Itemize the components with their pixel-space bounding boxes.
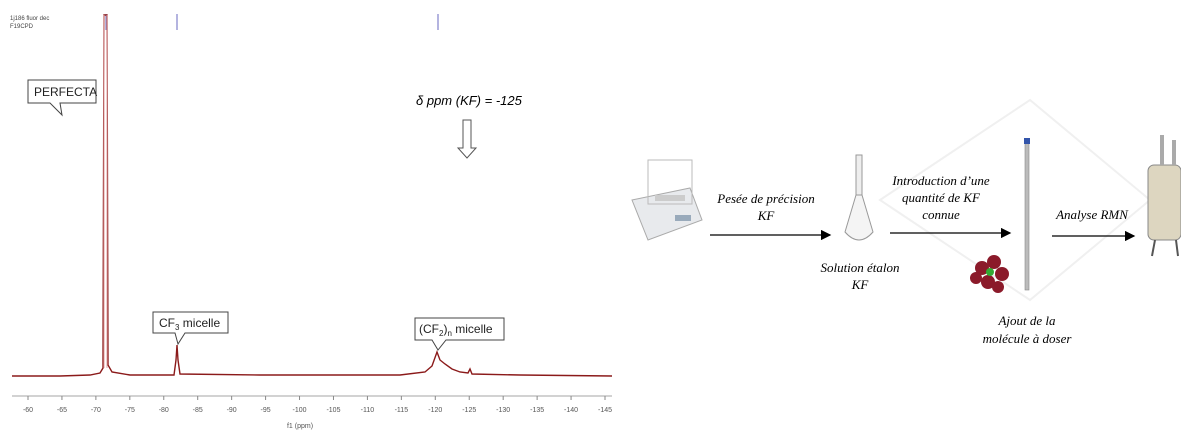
header-line: 1j186 fluor dec [10, 16, 49, 22]
peak-markers [105, 14, 439, 30]
tick-label: -85 [193, 407, 203, 414]
annotation: δ ppm (KF) = -125 [416, 93, 523, 108]
step-label: Ajout de la molécule à doser [983, 313, 1073, 346]
balance-icon [631, 159, 703, 241]
tick-label: -105 [326, 407, 340, 414]
tick-label: -80 [159, 407, 169, 414]
tick-label: -135 [530, 407, 544, 414]
header-line: F19CPD [10, 24, 34, 30]
down-arrow [456, 119, 478, 159]
tick-label: -130 [496, 407, 510, 414]
tick-label: -140 [564, 407, 578, 414]
tick-label: -95 [261, 407, 271, 414]
nmr-icon [1147, 135, 1181, 257]
tick-label: -90 [227, 407, 237, 414]
spectrum-trace [12, 14, 613, 377]
step-label: Pesée de précision KF [716, 191, 814, 223]
step-label: Solution étalon KF [820, 260, 899, 292]
x-axis-title: f1 (ppm) [287, 423, 313, 430]
tick-label: -125 [462, 407, 476, 414]
flask-icon [844, 154, 874, 241]
tick-label: -120 [428, 407, 442, 414]
tick-label: -100 [293, 407, 307, 414]
tick-label: -145 [598, 407, 612, 414]
peak-label: (CF2)n micelle [419, 322, 493, 338]
step-label: Introduction d’une quantité de KF connue [891, 173, 990, 222]
tick-label: -70 [91, 407, 101, 414]
callout-shapes [27, 79, 505, 351]
arrows [710, 227, 1136, 242]
molecule-icon [970, 255, 1009, 293]
peak-shade [103, 15, 108, 368]
tick-label: -75 [125, 407, 135, 414]
tick-label: -65 [57, 407, 67, 414]
peak-label: CF3 micelle [159, 316, 220, 332]
tick-label: -60 [23, 407, 33, 414]
step-label: Analyse RMN [1055, 207, 1129, 222]
tick-label: -115 [395, 407, 409, 414]
tube-icon [1024, 138, 1030, 291]
peak-label: PERFECTA [34, 85, 97, 99]
tick-label: -110 [361, 407, 375, 414]
